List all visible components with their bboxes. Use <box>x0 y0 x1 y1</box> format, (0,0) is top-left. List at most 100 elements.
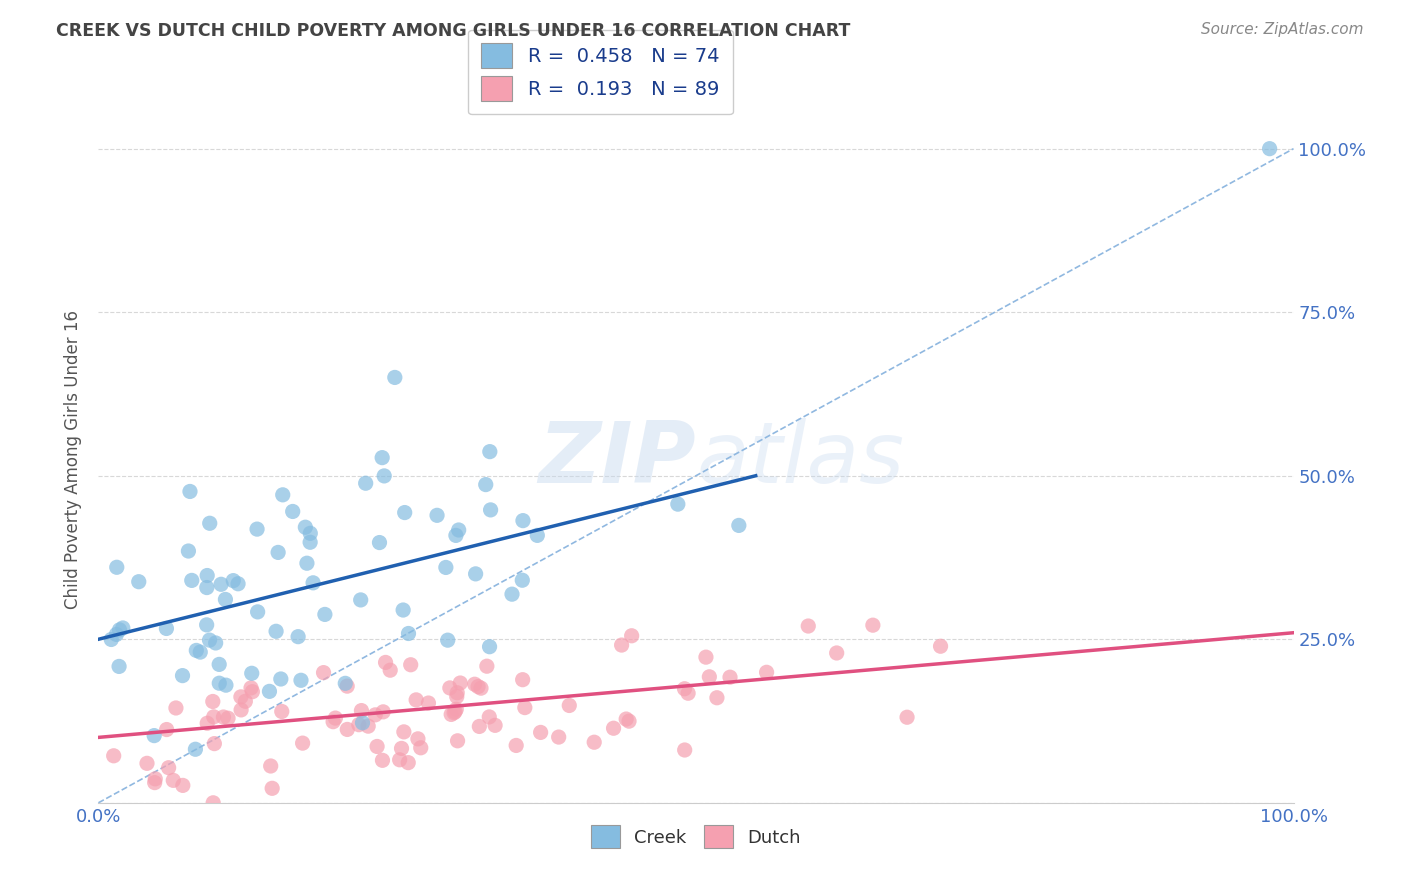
Point <box>281 504 304 518</box>
Point <box>325 711 347 725</box>
Point <box>291 736 314 750</box>
Point <box>270 705 292 719</box>
Point <box>299 526 322 541</box>
Point <box>706 690 728 705</box>
Point <box>436 633 458 648</box>
Point <box>143 729 166 743</box>
Point <box>287 630 309 644</box>
Text: CREEK VS DUTCH CHILD POVERTY AMONG GIRLS UNDER 16 CORRELATION CHART: CREEK VS DUTCH CHILD POVERTY AMONG GIRLS… <box>56 22 851 40</box>
Point <box>177 544 200 558</box>
Point <box>384 370 406 384</box>
Point <box>270 672 292 686</box>
Point <box>217 711 239 725</box>
Point <box>214 592 236 607</box>
Point <box>371 450 394 465</box>
Point <box>240 666 263 681</box>
Point <box>322 714 344 729</box>
Point <box>673 743 696 757</box>
Point <box>136 756 159 771</box>
Point <box>259 684 281 698</box>
Point <box>602 721 624 735</box>
Point <box>198 633 221 648</box>
Point <box>235 694 257 708</box>
Point <box>391 741 413 756</box>
Point <box>347 717 370 731</box>
Point <box>202 710 225 724</box>
Point <box>336 723 359 737</box>
Point <box>184 742 207 756</box>
Point <box>271 488 294 502</box>
Point <box>108 623 131 637</box>
Point <box>676 686 699 700</box>
Point <box>215 678 238 692</box>
Point <box>727 518 749 533</box>
Point <box>246 605 269 619</box>
Point <box>380 663 402 677</box>
Point <box>478 710 501 724</box>
Point <box>474 477 496 491</box>
Point <box>929 639 952 653</box>
Point <box>314 607 336 622</box>
Point <box>464 566 486 581</box>
Point <box>418 696 440 710</box>
Point <box>862 618 884 632</box>
Point <box>510 573 533 587</box>
Point <box>350 704 373 718</box>
Point <box>357 719 380 733</box>
Point <box>212 710 235 724</box>
Point <box>179 484 201 499</box>
Point <box>547 730 569 744</box>
Point <box>406 731 429 746</box>
Point <box>699 670 721 684</box>
Point <box>475 659 498 673</box>
Point <box>440 707 463 722</box>
Point <box>446 690 468 704</box>
Point <box>195 618 218 632</box>
Point <box>447 523 470 537</box>
Point <box>352 715 374 730</box>
Point <box>405 693 427 707</box>
Text: Source: ZipAtlas.com: Source: ZipAtlas.com <box>1201 22 1364 37</box>
Point <box>444 705 467 719</box>
Point <box>392 724 415 739</box>
Point <box>204 636 226 650</box>
Point <box>202 796 225 810</box>
Point <box>468 719 491 733</box>
Point <box>614 712 637 726</box>
Point <box>673 681 696 696</box>
Point <box>290 673 312 688</box>
Legend: Creek, Dutch: Creek, Dutch <box>583 818 808 855</box>
Point <box>108 659 131 673</box>
Point <box>208 676 231 690</box>
Point <box>434 560 457 574</box>
Text: atlas: atlas <box>696 417 904 501</box>
Point <box>444 528 467 542</box>
Point <box>505 739 527 753</box>
Point <box>617 714 640 728</box>
Point <box>371 753 394 767</box>
Point <box>260 759 283 773</box>
Point <box>128 574 150 589</box>
Point <box>426 508 449 523</box>
Point <box>195 716 218 731</box>
Point <box>797 619 820 633</box>
Point <box>896 710 918 724</box>
Point <box>295 556 318 570</box>
Point <box>583 735 606 749</box>
Point <box>240 684 263 698</box>
Point <box>143 775 166 789</box>
Point <box>666 497 689 511</box>
Point <box>195 581 218 595</box>
Point <box>143 772 166 786</box>
Point <box>262 781 284 796</box>
Point <box>198 516 221 531</box>
Point <box>240 681 263 695</box>
Point <box>100 632 122 647</box>
Point <box>479 503 502 517</box>
Point <box>364 707 387 722</box>
Y-axis label: Child Poverty Among Girls Under 16: Child Poverty Among Girls Under 16 <box>65 310 83 609</box>
Point <box>513 700 536 714</box>
Point <box>103 748 125 763</box>
Point <box>478 640 501 654</box>
Point <box>195 568 218 582</box>
